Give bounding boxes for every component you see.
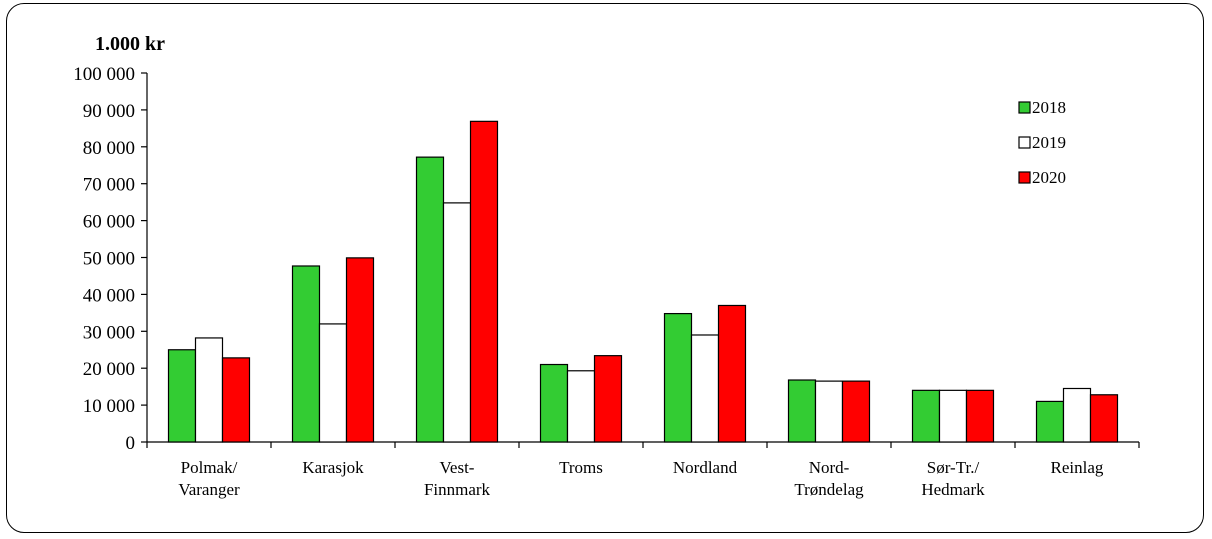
- bar-2018: [539, 363, 569, 443]
- bar-2018: [291, 265, 321, 443]
- bar-2020: [469, 120, 499, 443]
- y-tick-label: 20 000: [83, 359, 135, 380]
- legend-swatch: [1018, 171, 1031, 184]
- bars: [167, 120, 1119, 443]
- x-axis: Polmak/Varanger Karasjok Vest- Finnmark Trom…: [146, 441, 1140, 499]
- y-tick-label: 90 000: [83, 101, 135, 122]
- y-axis: 0 10 000 20 000 30 000 40 000 50 000 60 000 70 …: [73, 64, 148, 454]
- y-tick-label: 30 000: [83, 322, 135, 343]
- y-tick-label: 60 000: [83, 212, 135, 233]
- y-tick-label: 10 000: [83, 396, 135, 417]
- bar-2020: [221, 357, 251, 443]
- bar-2020: [965, 389, 995, 443]
- y-tick-label: 50 000: [83, 249, 135, 270]
- x-tick-label: Sør-Tr./: [927, 458, 980, 477]
- x-tick-label: Finnmark: [424, 480, 491, 499]
- bar-2019: [690, 334, 720, 443]
- bar-2020: [717, 304, 747, 443]
- x-tick-label: Reinlag: [1051, 458, 1104, 477]
- x-tick-label: Hedmark: [921, 480, 985, 499]
- x-tick-label: Nordland: [673, 458, 738, 477]
- legend-label: 2020: [1032, 168, 1066, 187]
- bar-2019: [938, 389, 968, 443]
- legend-label: 2019: [1032, 133, 1066, 152]
- x-tick-label: Troms: [559, 458, 603, 477]
- bar-2019: [1062, 387, 1092, 443]
- bar-2018: [415, 156, 445, 443]
- bar-2018: [787, 379, 817, 443]
- bar-2020: [841, 380, 871, 443]
- x-tick-label: Karasjok: [302, 458, 364, 477]
- bar-2019: [566, 370, 596, 443]
- y-tick-label: 80 000: [83, 138, 135, 159]
- y-tick-label: 0: [126, 433, 136, 454]
- x-tick-label: Varanger: [178, 480, 240, 499]
- bar-2018: [1035, 400, 1065, 443]
- legend-swatch: [1018, 136, 1031, 149]
- y-tick-label: 40 000: [83, 285, 135, 306]
- bar-2020: [593, 355, 623, 443]
- unit-label: 1.000 kr: [95, 33, 165, 55]
- bar-2020: [1089, 394, 1119, 443]
- x-tick-label: Nord-: [809, 458, 850, 477]
- bar-2019: [442, 202, 472, 443]
- legend: 2018 2019 2020: [1018, 98, 1066, 187]
- bar-2019: [194, 337, 224, 443]
- x-tick-label: Trøndelag: [794, 480, 864, 499]
- y-tick-label: 100 000: [73, 64, 135, 85]
- x-tick-label: Polmak/: [181, 458, 238, 477]
- chart-frame: [6, 3, 1204, 533]
- bar-2018: [911, 389, 941, 443]
- legend-label: 2018: [1032, 98, 1066, 117]
- bar-2020: [345, 257, 375, 443]
- bar-2019: [814, 380, 844, 443]
- legend-swatch: [1018, 101, 1031, 114]
- bar-2019: [318, 323, 348, 443]
- y-tick-label: 70 000: [83, 175, 135, 196]
- x-tick-label: Vest-: [440, 458, 475, 477]
- bar-2018: [663, 312, 693, 443]
- bar-2018: [167, 349, 197, 443]
